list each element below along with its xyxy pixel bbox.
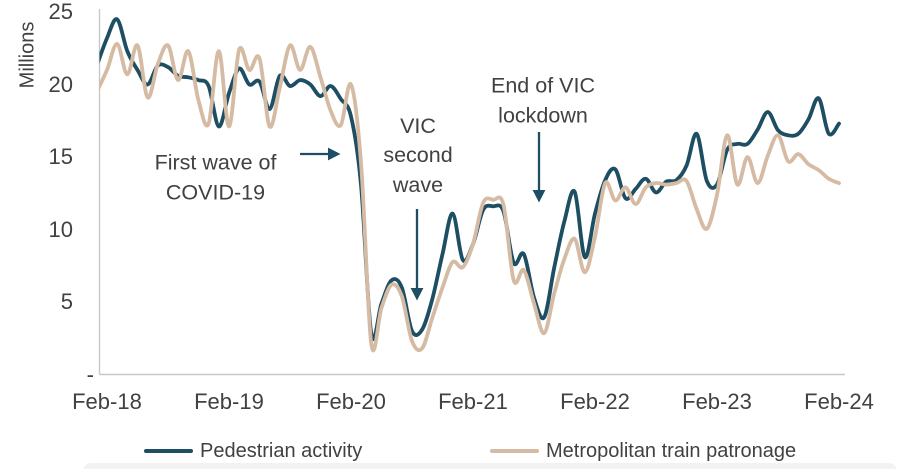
x-tick-label-Feb-23: Feb-23 bbox=[682, 389, 752, 414]
x-tick-label-Feb-18: Feb-18 bbox=[72, 389, 142, 414]
legend: Pedestrian activity Metropolitan train p… bbox=[0, 439, 900, 465]
series-line-train-patronage bbox=[99, 42, 841, 353]
vic-second-wave-arrowhead bbox=[410, 288, 424, 301]
train-patronage-swatch bbox=[490, 448, 539, 454]
x-tick-label-Feb-19: Feb-19 bbox=[194, 389, 264, 414]
annotation-end-vic-lockdown: End of VIC lockdown bbox=[491, 73, 595, 128]
legend-item-pedestrian-activity: Pedestrian activity bbox=[144, 439, 362, 463]
series-line-pedestrian-activity bbox=[99, 17, 841, 341]
x-tick-label-Feb-20: Feb-20 bbox=[316, 389, 386, 414]
train-patronage-label: Metropolitan train patronage bbox=[546, 440, 797, 462]
legend-item-train-patronage: Metropolitan train patronage bbox=[490, 439, 796, 463]
x-tick-label-Feb-24: Feb-24 bbox=[804, 389, 874, 414]
end-lockdown-arrowhead bbox=[532, 190, 546, 203]
y-tick-label-0: - bbox=[86, 361, 94, 387]
x-tick-label-Feb-22: Feb-22 bbox=[560, 389, 630, 414]
annotation-vic-second-wave: VIC second wave bbox=[383, 113, 453, 197]
y-tick-label-25: 25 bbox=[48, 0, 73, 24]
y-tick-label-5: 5 bbox=[60, 289, 73, 314]
annotation-first-wave: First wave of COVID-19 bbox=[154, 150, 277, 205]
y-tick-label-10: 10 bbox=[48, 216, 73, 242]
cropped-element-top-edge bbox=[83, 462, 897, 469]
x-tick-label-Feb-21: Feb-21 bbox=[438, 389, 508, 414]
pedestrian-activity-label: Pedestrian activity bbox=[200, 440, 363, 462]
pedestrian-activity-swatch bbox=[144, 448, 193, 454]
y-tick-label-20: 20 bbox=[48, 71, 73, 97]
y-tick-label-15: 15 bbox=[48, 144, 73, 169]
first-wave-arrowhead bbox=[328, 147, 341, 161]
